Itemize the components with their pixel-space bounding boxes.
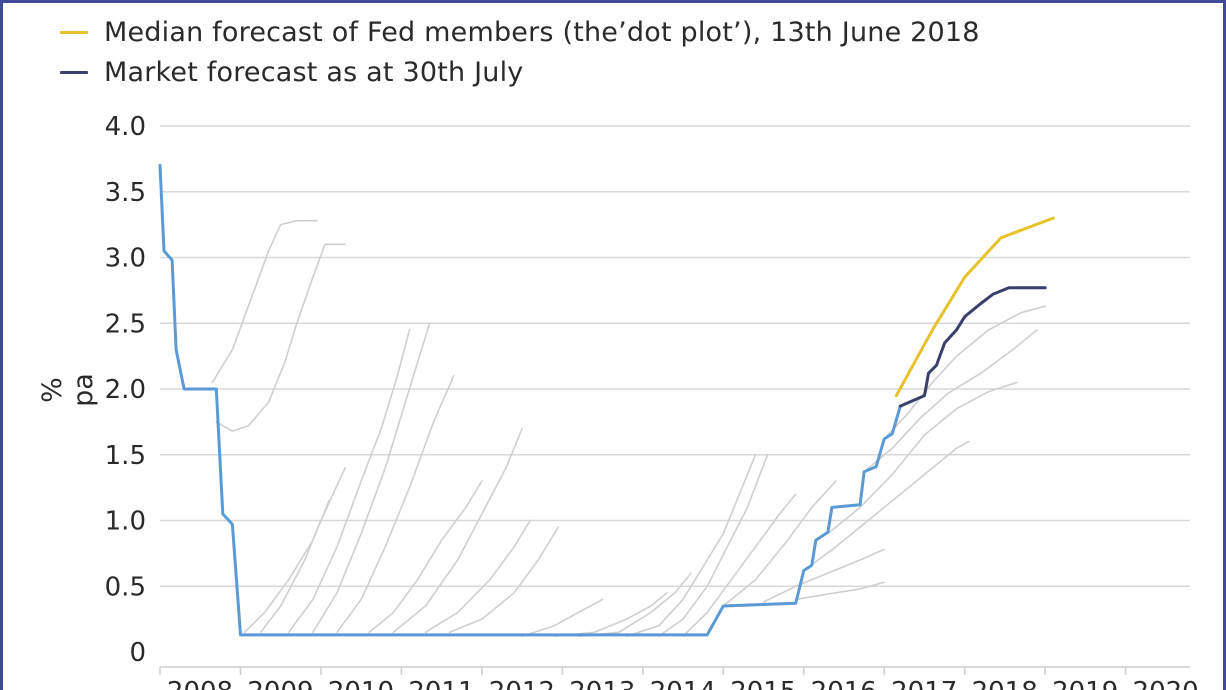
- series-line-historical-forecast: [762, 548, 886, 603]
- x-tick-label: 2010: [328, 677, 394, 690]
- series-line-historical-forecast: [682, 493, 797, 638]
- legend-swatch-market-forecast: [60, 70, 88, 74]
- series-line-historical-forecast: [448, 526, 560, 634]
- series-line-historical-forecast: [215, 243, 346, 432]
- x-tick-label: 2015: [730, 677, 796, 690]
- x-tick-label: 2014: [650, 677, 716, 690]
- x-tick-label: 2016: [811, 677, 877, 690]
- y-tick-label: 0: [129, 638, 146, 668]
- series-line-historical-forecast: [312, 322, 431, 634]
- series-line-historical-forecast: [287, 328, 411, 634]
- chart-legend: Median forecast of Fed members (the’dot …: [54, 12, 980, 92]
- series-line-historical-forecast: [863, 328, 1038, 473]
- series-layer: [158, 163, 1055, 638]
- series-line-historical-forecast: [577, 572, 692, 638]
- y-tick-label: 2.0: [105, 375, 146, 405]
- series-line-historical-forecast: [521, 598, 604, 638]
- x-tick-label: 2008: [167, 677, 233, 690]
- legend-label-median-forecast: Median forecast of Fed members (the’dot …: [104, 16, 980, 48]
- series-line-historical-forecast: [211, 219, 318, 384]
- x-tick-label: 2018: [972, 677, 1038, 690]
- legend-item-median-forecast: Median forecast of Fed members (the’dot …: [54, 12, 980, 52]
- series-line-historical-forecast: [722, 480, 837, 607]
- x-tick-label: 2020: [1133, 677, 1199, 690]
- x-tick-label: 2009: [247, 677, 313, 690]
- series-line-historical-forecast: [259, 467, 346, 634]
- grid-layer: [159, 125, 1190, 675]
- y-tick-label: 1.5: [105, 441, 146, 471]
- legend-item-market-forecast: Market forecast as at 30th July: [54, 52, 980, 92]
- x-tick-label: 2012: [489, 677, 555, 690]
- y-tick-label: 0.5: [105, 572, 146, 602]
- series-line-historical-forecast: [658, 453, 769, 638]
- legend-swatch-median-forecast: [60, 30, 88, 34]
- y-tick-label: 3.0: [105, 244, 146, 274]
- series-line-historical-forecast: [392, 427, 523, 634]
- y-tick-labels: 0 0.5 1.0 1.5 2.0 2.5 3.0 3.5 4.0: [105, 112, 146, 668]
- x-tick-label: 2011: [408, 677, 474, 690]
- series-line-historical-forecast: [336, 374, 455, 634]
- y-tick-label: 2.5: [105, 309, 146, 339]
- series-line-historical-forecast: [553, 591, 668, 638]
- series-line-historical-forecast: [883, 305, 1046, 440]
- series-line-historical-forecast: [802, 440, 970, 572]
- series-line: [898, 286, 1047, 408]
- x-tick-label: 2017: [891, 677, 957, 690]
- y-tick-label: 1.0: [105, 507, 146, 537]
- x-tick-label: 2013: [569, 677, 635, 690]
- series-line: [894, 216, 1055, 398]
- y-tick-label: 4.0: [105, 112, 146, 142]
- x-tick-label: 2019: [1052, 677, 1118, 690]
- series-line-historical-forecast: [827, 381, 1018, 535]
- series-line: [158, 163, 902, 637]
- series-line-historical-forecast: [424, 519, 532, 634]
- legend-label-market-forecast: Market forecast as at 30th July: [104, 56, 524, 88]
- series-line-historical-forecast: [625, 453, 757, 638]
- series-line-historical-forecast: [794, 581, 886, 601]
- x-tick-labels: 2008 2009 2010 2011 2012 2013 2014 2015 2016 2017…: [167, 677, 1199, 690]
- series-line-historical-forecast: [368, 480, 483, 634]
- y-tick-label: 3.5: [105, 178, 146, 208]
